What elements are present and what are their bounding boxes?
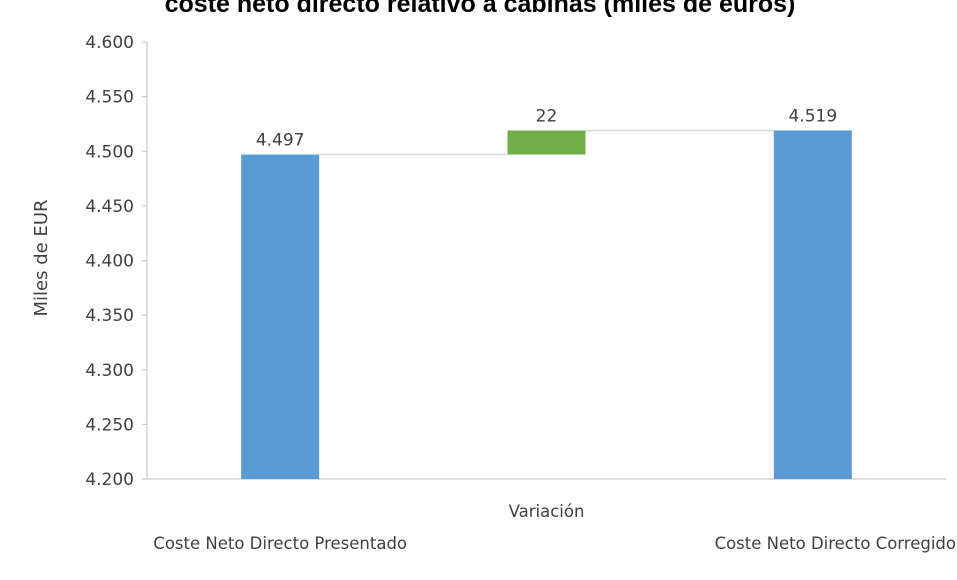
chart-title: coste neto directo relativo a cabinas (m… (165, 0, 796, 18)
y-tick-label: 4.200 (85, 470, 134, 490)
y-axis-label: Miles de EUR (31, 200, 52, 317)
data-label: 4.519 (788, 106, 837, 126)
data-label: 4.497 (256, 131, 305, 151)
bars (241, 130, 852, 479)
category-label: Coste Neto Directo Corregido (715, 534, 956, 553)
y-tick-label: 4.600 (85, 33, 134, 53)
y-tick-label: 4.250 (85, 415, 134, 435)
y-tick-label: 4.300 (85, 361, 134, 381)
y-axis: 4.200 4.250 4.300 4.350 4.400 4.450 4.500 4.550… (85, 33, 946, 490)
y-tick-label: 4.400 (85, 252, 134, 272)
data-labels: 4.497 22 4.519 (256, 106, 837, 150)
connector-lines (319, 129, 774, 156)
y-tick-label: 4.350 (85, 306, 134, 326)
category-labels: Coste Neto Directo Presentado Variación Co… (153, 502, 956, 553)
data-label: 22 (536, 106, 558, 126)
y-tick-label: 4.500 (85, 142, 134, 162)
y-tick-label: 4.550 (85, 88, 134, 108)
category-label: Variación (509, 502, 585, 521)
bar-total (241, 154, 320, 479)
category-label: Coste Neto Directo Presentado (153, 534, 407, 553)
bar-total (773, 130, 852, 479)
bar-increase (507, 130, 586, 155)
y-tick-label: 4.450 (85, 197, 134, 217)
